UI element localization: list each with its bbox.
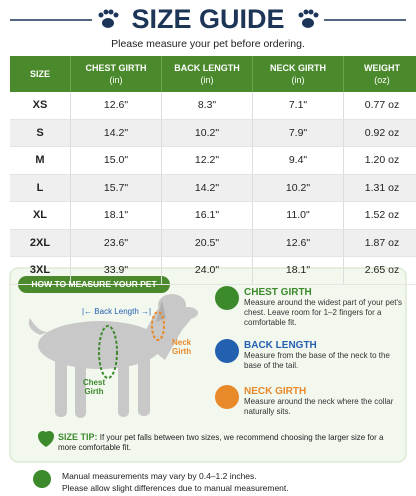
tip: SIZE TIP: If your pet falls between two … [58, 432, 388, 453]
column-header: CHEST GIRTH (in) [70, 56, 162, 92]
measure-item: BACK LENGTH Measure from the base of the … [244, 340, 404, 371]
column-header: SIZE [10, 56, 71, 92]
table-row: XS 12.6" 8.3" 7.1" 0.77 oz [10, 92, 416, 120]
cell: 14.2" [70, 119, 162, 147]
table-row: M 15.0" 12.2" 9.4" 1.20 oz [10, 146, 416, 175]
cell: 1.20 oz [343, 146, 416, 175]
cell: S [10, 119, 71, 147]
cell: 11.0" [252, 201, 344, 230]
item-text: Measure from the base of the neck to the… [244, 351, 390, 370]
table-row: S 14.2" 10.2" 7.9" 0.92 oz [10, 119, 416, 147]
cell: 1.52 oz [343, 201, 416, 230]
cell: 10.2" [161, 119, 253, 147]
subtitle: Please measure your pet before ordering. [111, 38, 305, 50]
measure-item: CHEST GIRTH Measure around the widest par… [244, 287, 404, 328]
cell: 7.1" [252, 92, 344, 120]
cell: 1.31 oz [343, 174, 416, 202]
cell: 33.9" [70, 256, 162, 285]
item-text: Measure around the widest part of your p… [244, 298, 403, 327]
cell: XL [10, 201, 71, 230]
heart-icon [38, 431, 54, 447]
chest-icon [215, 286, 239, 310]
header-row: SIZE CHEST GIRTH (in) BACK LENGTH (in) NECK G… [10, 56, 416, 92]
column-unit: (oz) [374, 75, 390, 85]
cell: 20.5" [161, 229, 253, 257]
cell: 16.1" [161, 201, 253, 230]
cell: 14.2" [161, 174, 253, 202]
column-header: BACK LENGTH (in) [161, 56, 253, 92]
column-name: CHEST GIRTH [85, 63, 147, 73]
column-name: BACK LENGTH [174, 63, 240, 73]
table-row: 3XL 33.9" 24.0" 18.1" 2.65 oz [10, 256, 416, 285]
table-row: L 15.7" 14.2" 10.2" 1.31 oz [10, 174, 416, 202]
column-unit: (in) [109, 75, 123, 85]
item-title: CHEST GIRTH [244, 287, 312, 298]
cell: 18.1" [70, 201, 162, 230]
neck-icon [215, 385, 239, 409]
item-title: NECK GIRTH [244, 386, 307, 397]
cell: 12.2" [161, 146, 253, 175]
cell: 0.92 oz [343, 119, 416, 147]
column-header: WEIGHT (oz) [343, 56, 416, 92]
cell: 8.3" [161, 92, 253, 120]
back-icon [215, 339, 239, 363]
measure-item: NECK GIRTH Measure around the neck where … [244, 386, 404, 417]
cell: 12.6" [252, 229, 344, 257]
item-title: BACK LENGTH [244, 340, 317, 351]
cell: 18.1" [252, 256, 344, 285]
tip-text: If your pet falls between two sizes, we … [58, 433, 384, 452]
paw-icon [98, 9, 119, 28]
cell: 2.65 oz [343, 256, 416, 285]
back-label: |← Back Length →| [82, 307, 152, 316]
size-table: SIZE CHEST GIRTH (in) BACK LENGTH (in) NECK G… [10, 56, 416, 285]
neck-label: Neck Girth [172, 338, 192, 356]
cell: 3XL [10, 256, 71, 285]
neck-line [151, 311, 165, 341]
note-line: Manual measurements may vary by 0.4–1.2 … [62, 471, 257, 481]
cell: 1.87 oz [343, 229, 416, 257]
title: SIZE GUIDE [131, 4, 285, 34]
chest-label: Chest Girth [82, 378, 106, 396]
tip-label: SIZE TIP: [58, 432, 98, 442]
item-text: Measure around the neck where the collar… [244, 397, 394, 416]
pencil-icon [33, 470, 51, 488]
cell: L [10, 174, 71, 202]
cell: 0.77 oz [343, 92, 416, 120]
column-unit: (in) [291, 75, 305, 85]
cell: M [10, 146, 71, 175]
cell: 23.6" [70, 229, 162, 257]
table-row: XL 18.1" 16.1" 11.0" 1.52 oz [10, 201, 416, 230]
cell: 2XL [10, 229, 71, 257]
column-header: NECK GIRTH (in) [252, 56, 344, 92]
column-name: WEIGHT [364, 63, 400, 73]
cell: 9.4" [252, 146, 344, 175]
table-row: 2XL 23.6" 20.5" 12.6" 1.87 oz [10, 229, 416, 257]
note: Manual measurements may vary by 0.4–1.2 … [62, 470, 289, 494]
cell: 7.9" [252, 119, 344, 147]
cell: 15.7" [70, 174, 162, 202]
cell: 15.0" [70, 146, 162, 175]
column-name: NECK GIRTH [270, 63, 326, 73]
cell: XS [10, 92, 71, 120]
measure-title: HOW TO MEASURE YOUR PET [31, 279, 157, 289]
note-line: Please allow slight differences due to m… [62, 483, 289, 493]
cell: 10.2" [252, 174, 344, 202]
cell: 12.6" [70, 92, 162, 120]
column-unit: (in) [200, 75, 214, 85]
paw-icon [298, 9, 319, 28]
chest-line [98, 325, 118, 379]
cell: 24.0" [161, 256, 253, 285]
column-name: SIZE [29, 69, 50, 79]
